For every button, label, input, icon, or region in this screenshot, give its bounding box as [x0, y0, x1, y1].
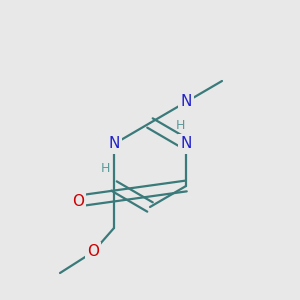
Text: N: N: [108, 136, 120, 152]
Text: O: O: [72, 194, 84, 208]
Text: O: O: [87, 244, 99, 260]
Text: H: H: [175, 119, 185, 133]
Text: H: H: [100, 161, 110, 175]
Text: N: N: [180, 136, 192, 152]
Text: N: N: [180, 94, 192, 110]
